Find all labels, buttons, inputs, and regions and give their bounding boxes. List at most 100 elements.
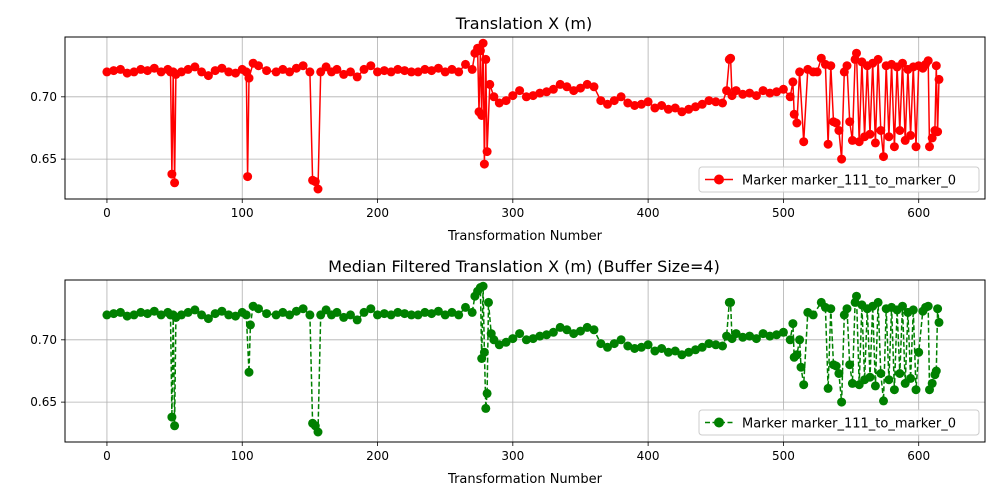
plot-frame [64, 279, 986, 443]
data-point [711, 97, 721, 107]
data-point [366, 61, 376, 71]
x-tick-label: 600 [907, 206, 930, 220]
x-tick-label: 0 [103, 206, 111, 220]
data-point [241, 310, 251, 320]
data-point [834, 126, 844, 135]
data-point [852, 291, 861, 301]
axis-ticks: 0 100 200 300 400 500 600 0.65 0.70 [30, 333, 930, 463]
data-point [808, 310, 818, 320]
data-point [494, 340, 504, 350]
data-point [925, 142, 934, 152]
data-point [765, 88, 775, 98]
data-point [224, 310, 234, 320]
data-point [197, 310, 207, 320]
data-point [478, 281, 488, 291]
data-point [914, 347, 924, 357]
data-point [479, 159, 489, 169]
data-point [231, 68, 240, 78]
data-point [508, 91, 518, 101]
data-point [931, 366, 941, 376]
y-tick-label: 0.65 [30, 152, 57, 166]
data-point [262, 66, 272, 76]
x-tick-label: 0 [103, 449, 111, 463]
data-point [427, 66, 437, 76]
data-point [731, 329, 741, 339]
data-point [475, 46, 485, 56]
data-point [494, 98, 504, 108]
data-point [884, 375, 894, 385]
data-point [433, 63, 443, 73]
data-point [170, 178, 180, 188]
data-point [823, 383, 833, 393]
data-point [738, 89, 748, 99]
data-point [870, 138, 880, 148]
data-point [278, 307, 288, 317]
y-tick-label: 0.65 [30, 395, 57, 409]
data-point [203, 314, 213, 324]
data-point [643, 340, 653, 350]
data-point [454, 310, 464, 320]
legend-box [698, 166, 980, 193]
plot-frame [64, 36, 986, 200]
x-tick-label: 300 [501, 206, 524, 220]
data-point [400, 66, 410, 76]
data-point [254, 61, 263, 71]
data-point [934, 317, 944, 327]
data-point [129, 310, 139, 320]
data-point [481, 54, 491, 64]
data-point [528, 334, 538, 344]
data-point [834, 369, 844, 378]
x-axis-label: Transformation Number [447, 472, 603, 487]
data-point [837, 154, 847, 164]
data-point [906, 373, 916, 383]
data-point [136, 64, 146, 74]
data-point [521, 335, 531, 345]
data-point [845, 360, 855, 370]
data-point [589, 82, 599, 92]
data-point [792, 118, 802, 128]
legend: Marker marker_111_to_marker_0 [698, 166, 980, 193]
data-point [254, 304, 263, 314]
data-point [697, 99, 707, 109]
data-point [332, 64, 342, 74]
data-point [400, 309, 410, 319]
data-point [923, 301, 933, 311]
data-point [609, 96, 619, 106]
data-point [170, 421, 180, 431]
chart-title: Translation X (m) [455, 14, 592, 33]
data-point [143, 309, 152, 319]
series-layer [102, 281, 944, 437]
data-point [352, 72, 362, 82]
data-point [461, 59, 470, 69]
data-point [217, 306, 227, 316]
data-point [718, 341, 727, 351]
data-point [420, 64, 430, 74]
data-point [745, 88, 755, 98]
data-point [718, 98, 727, 108]
data-point [508, 334, 518, 344]
axis-ticks: 0 100 200 300 400 500 600 0.65 0.70 [30, 90, 930, 220]
data-point [795, 67, 805, 77]
data-point [285, 310, 295, 320]
data-point [911, 385, 921, 395]
data-point [467, 307, 477, 317]
data-point [359, 307, 369, 317]
data-point [758, 86, 768, 96]
x-tick-label: 500 [772, 206, 795, 220]
data-point [933, 127, 943, 137]
data-point [616, 335, 626, 345]
data-point [911, 142, 921, 152]
data-point [663, 104, 673, 114]
data-point [484, 297, 493, 307]
data-point [501, 337, 511, 347]
x-tick-label: 200 [366, 206, 389, 220]
x-tick-label: 100 [231, 449, 254, 463]
data-point [454, 67, 464, 77]
data-point [116, 307, 125, 317]
data-point [931, 61, 941, 71]
data-point [895, 126, 905, 135]
data-point [884, 132, 894, 142]
data-point [778, 84, 788, 94]
data-point [677, 350, 687, 360]
data-point [489, 92, 499, 102]
